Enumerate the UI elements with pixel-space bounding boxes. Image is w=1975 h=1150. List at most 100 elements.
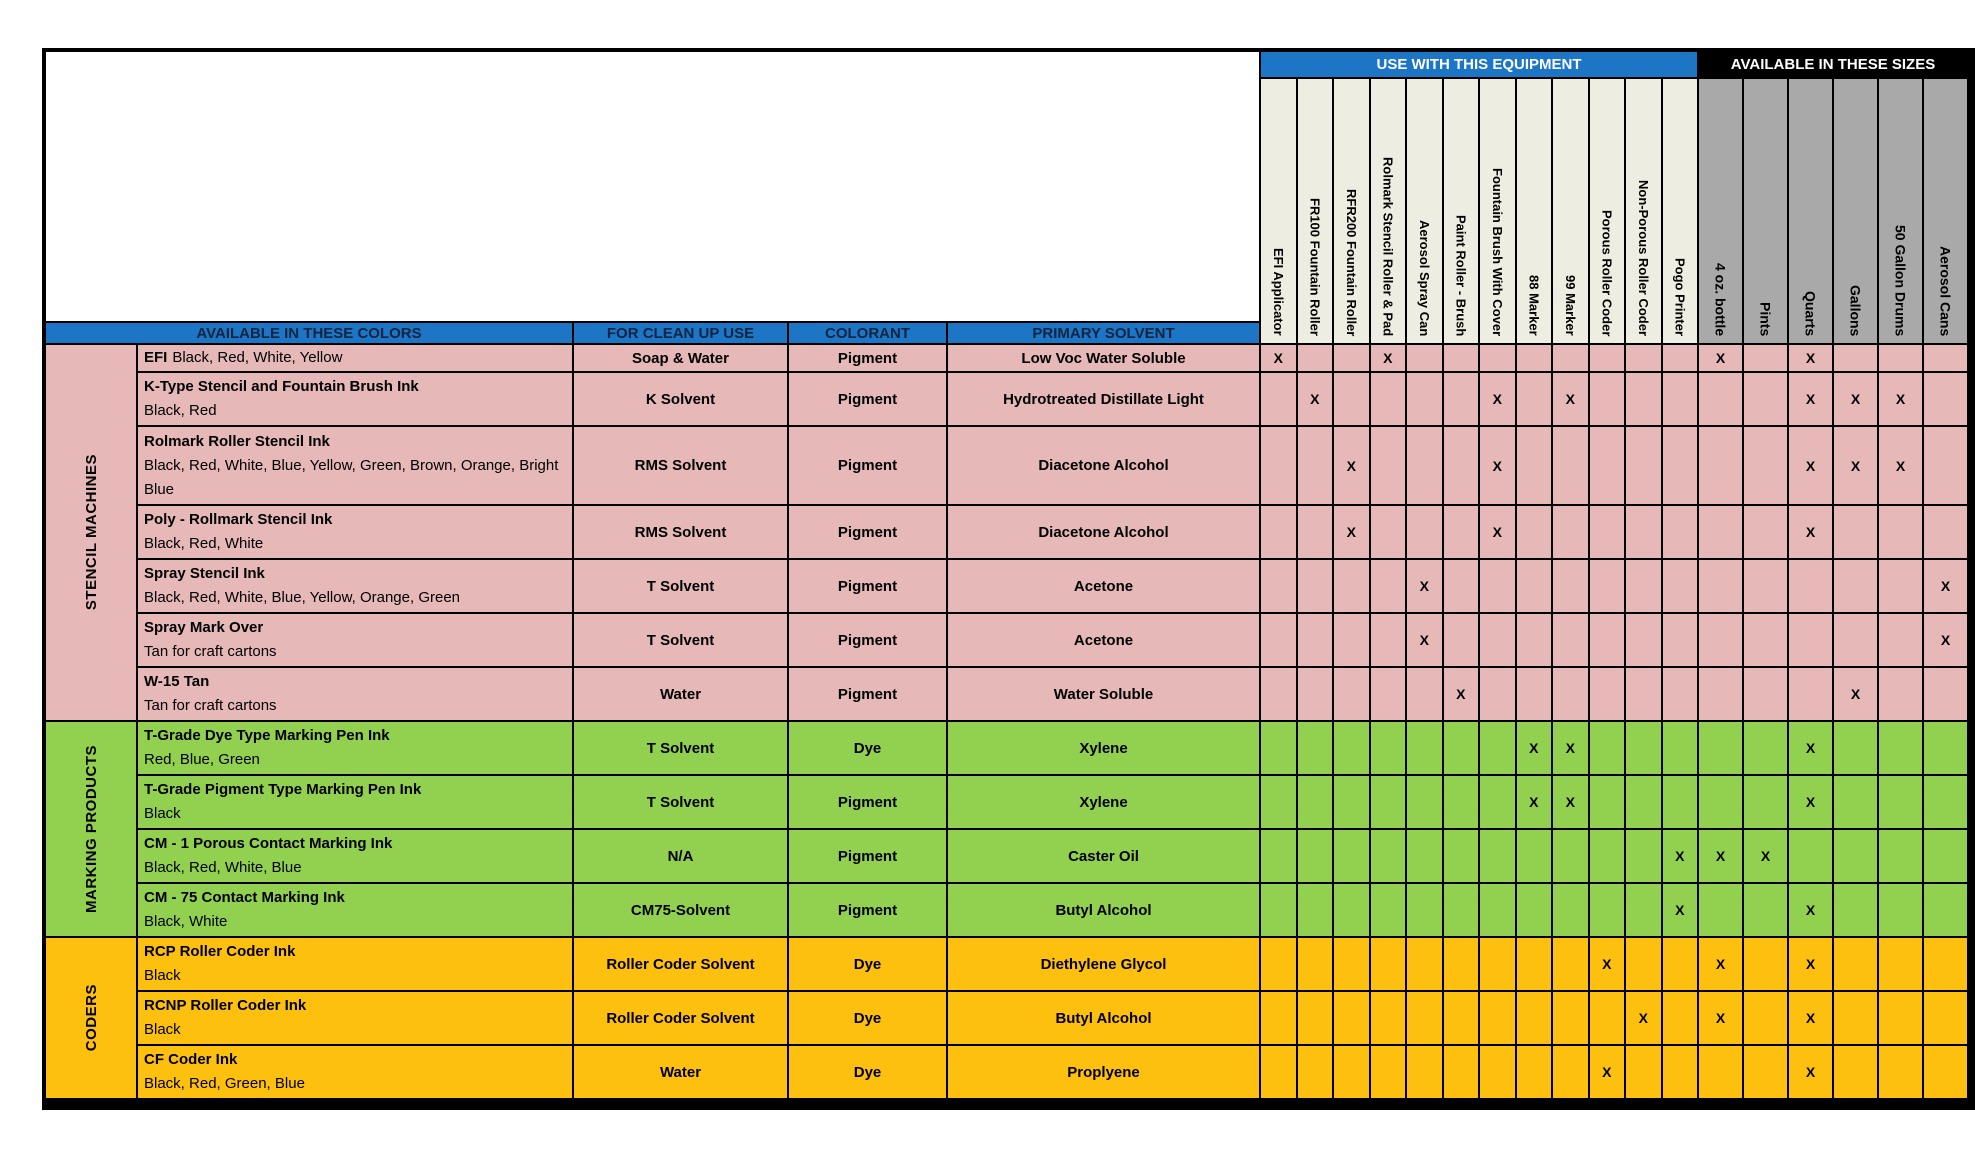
- mark-cell: [1443, 560, 1478, 612]
- mark-cell: [1626, 884, 1661, 936]
- product-name-cell: CM - 75 Contact Marking Ink Black, White: [138, 884, 572, 936]
- mark-cell: [1626, 506, 1661, 558]
- mark-cell: [1553, 345, 1588, 371]
- size-column-label: Gallons: [1847, 284, 1864, 336]
- mark-cell: [1297, 884, 1332, 936]
- mark-cell: X: [1480, 506, 1515, 558]
- product-colors: Black, Red, White, Blue, Yellow, Green, …: [144, 456, 559, 498]
- mark-cell: [1370, 1046, 1405, 1098]
- group-label-coders: CODERS: [46, 938, 136, 1098]
- mark-cell: [1744, 722, 1787, 774]
- cleanup-cell: CM75-Solvent: [574, 884, 787, 936]
- colorant-cell: Pigment: [789, 668, 946, 720]
- product-name-cell: T-Grade Pigment Type Marking Pen Ink Blac…: [138, 776, 572, 828]
- mark-cell: [1553, 830, 1588, 882]
- mark-cell: [1297, 992, 1332, 1044]
- mark-cell: [1480, 884, 1515, 936]
- mark-cell: [1589, 427, 1624, 504]
- mark-cell: [1480, 830, 1515, 882]
- size-column-label: 4 oz. bottle: [1712, 262, 1729, 336]
- product-colors: Black, Red, White: [144, 535, 264, 552]
- solvent-cell: Low Voc Water Soluble: [948, 345, 1259, 371]
- colorant-column-header: COLORANT: [789, 323, 946, 343]
- mark-cell: [1297, 560, 1332, 612]
- mark-cell: X: [1443, 668, 1478, 720]
- mark-cell: [1744, 1046, 1787, 1098]
- mark-cell: [1334, 830, 1369, 882]
- mark-cell: [1744, 884, 1787, 936]
- mark-cell: [1744, 345, 1787, 371]
- mark-cell: X: [1834, 373, 1877, 425]
- equipment-column-header: RFR200 Fountain Roller: [1334, 79, 1369, 343]
- mark-cell: X: [1589, 938, 1624, 990]
- mark-cell: [1789, 830, 1832, 882]
- sizes-section-header: AVAILABLE IN THESE SIZES: [1699, 52, 1967, 77]
- blank-area: [46, 52, 1259, 321]
- mark-cell: [1297, 722, 1332, 774]
- mark-cell: [1626, 776, 1661, 828]
- mark-cell: [1261, 938, 1296, 990]
- mark-cell: [1699, 427, 1742, 504]
- mark-cell: X: [1553, 776, 1588, 828]
- mark-cell: [1662, 345, 1697, 371]
- mark-cell: [1834, 884, 1877, 936]
- size-column-header: Pints: [1744, 79, 1787, 343]
- mark-cell: [1480, 722, 1515, 774]
- mark-cell: [1370, 506, 1405, 558]
- product-colors: Black: [144, 1021, 181, 1038]
- equipment-column-label: RFR200 Fountain Roller: [1343, 188, 1359, 336]
- product-name-cell: Rolmark Roller Stencil Ink Black, Red, Wh…: [138, 427, 572, 504]
- size-column-label: Aerosol Cans: [1937, 245, 1954, 336]
- mark-cell: X: [1516, 722, 1551, 774]
- mark-cell: [1334, 668, 1369, 720]
- solvent-cell: Water Soluble: [948, 668, 1259, 720]
- cleanup-cell: T Solvent: [574, 614, 787, 666]
- solvent-cell: Diacetone Alcohol: [948, 506, 1259, 558]
- mark-cell: [1407, 427, 1442, 504]
- mark-cell: [1834, 938, 1877, 990]
- mark-cell: [1480, 668, 1515, 720]
- mark-cell: [1553, 884, 1588, 936]
- cleanup-cell: Soap & Water: [574, 345, 787, 371]
- mark-cell: [1334, 722, 1369, 774]
- colorant-cell: Pigment: [789, 884, 946, 936]
- product-colors: Black, Red, White, Blue, Yellow, Orange,…: [144, 589, 461, 606]
- mark-cell: [1553, 427, 1588, 504]
- mark-cell: [1834, 560, 1877, 612]
- mark-cell: [1553, 1046, 1588, 1098]
- equipment-column-header: Aerosol Spray Can: [1407, 79, 1442, 343]
- mark-cell: X: [1924, 614, 1967, 666]
- mark-cell: [1626, 614, 1661, 666]
- mark-cell: [1744, 668, 1787, 720]
- mark-cell: [1924, 1046, 1967, 1098]
- mark-cell: X: [1699, 345, 1742, 371]
- mark-cell: [1370, 884, 1405, 936]
- mark-cell: [1261, 427, 1296, 504]
- colorant-cell: Pigment: [789, 776, 946, 828]
- group-label-text: CODERS: [82, 984, 100, 1052]
- mark-cell: [1370, 373, 1405, 425]
- mark-cell: [1443, 992, 1478, 1044]
- mark-cell: [1789, 668, 1832, 720]
- mark-cell: [1334, 345, 1369, 371]
- equipment-column-label: 99 Marker: [1562, 275, 1578, 336]
- mark-cell: [1443, 373, 1478, 425]
- mark-cell: X: [1662, 884, 1697, 936]
- mark-cell: X: [1789, 776, 1832, 828]
- mark-cell: [1879, 830, 1922, 882]
- equipment-column-header: Porous Roller Coder: [1589, 79, 1624, 343]
- mark-cell: [1834, 345, 1877, 371]
- solvent-cell: Acetone: [948, 614, 1259, 666]
- mark-cell: [1334, 884, 1369, 936]
- mark-cell: [1516, 992, 1551, 1044]
- product-colors: Black, Red: [144, 402, 217, 419]
- mark-cell: [1553, 560, 1588, 612]
- mark-cell: [1879, 938, 1922, 990]
- mark-cell: [1879, 560, 1922, 612]
- mark-cell: [1662, 992, 1697, 1044]
- mark-cell: [1297, 830, 1332, 882]
- product-name-cell: RCNP Roller Coder Ink Black: [138, 992, 572, 1044]
- mark-cell: [1744, 992, 1787, 1044]
- mark-cell: [1370, 427, 1405, 504]
- mark-cell: [1407, 830, 1442, 882]
